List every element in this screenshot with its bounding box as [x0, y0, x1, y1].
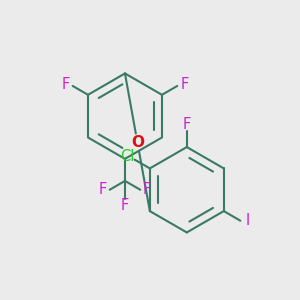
Text: F: F: [181, 77, 189, 92]
Text: F: F: [142, 182, 151, 197]
Text: F: F: [61, 77, 70, 92]
Text: O: O: [131, 135, 144, 150]
Text: F: F: [99, 182, 107, 197]
Text: I: I: [246, 213, 250, 228]
Text: F: F: [183, 118, 191, 133]
Text: F: F: [121, 198, 129, 213]
Text: Cl: Cl: [120, 149, 134, 164]
